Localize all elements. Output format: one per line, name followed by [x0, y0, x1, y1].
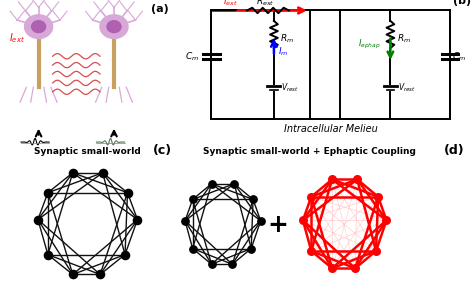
Point [181, 218, 189, 223]
Text: (d): (d) [444, 144, 464, 157]
Point [299, 218, 307, 223]
Text: Synaptic small-world: Synaptic small-world [34, 147, 141, 156]
Text: $R_m$: $R_m$ [397, 33, 411, 45]
Point [189, 197, 196, 202]
Point [249, 197, 257, 202]
Point [328, 177, 336, 182]
Point [208, 181, 215, 186]
Point [121, 252, 129, 257]
Text: Synaptic small-world + Ephaptic Coupling: Synaptic small-world + Ephaptic Coupling [203, 147, 416, 156]
Text: $V_{rest}$: $V_{rest}$ [282, 82, 299, 94]
Point [328, 266, 336, 271]
Point [44, 252, 52, 257]
Circle shape [25, 15, 53, 38]
Point [124, 190, 131, 195]
Text: $C_m$: $C_m$ [452, 50, 466, 63]
Text: (c): (c) [153, 144, 173, 157]
Point [208, 262, 215, 267]
Point [134, 217, 141, 222]
Point [372, 249, 380, 253]
Text: $I_{ext}$: $I_{ext}$ [223, 0, 238, 8]
Point [228, 262, 236, 267]
Point [308, 194, 315, 199]
Point [69, 272, 76, 277]
Point [96, 272, 104, 277]
Point [351, 266, 359, 271]
Point [189, 246, 196, 251]
Point [230, 181, 238, 186]
Circle shape [100, 15, 128, 38]
Point [69, 170, 76, 175]
Text: $I_m$: $I_m$ [278, 45, 289, 58]
Text: $C_m$: $C_m$ [185, 50, 199, 63]
Point [247, 246, 255, 251]
Text: $I_{ephap}$: $I_{ephap}$ [357, 37, 380, 51]
Text: $R_m$: $R_m$ [281, 33, 294, 45]
Text: $R_{ext}$: $R_{ext}$ [255, 0, 274, 8]
Point [34, 217, 42, 222]
Text: $V_{rest}$: $V_{rest}$ [398, 82, 416, 94]
Point [99, 170, 106, 175]
Text: Intracellular Melieu: Intracellular Melieu [284, 124, 377, 134]
Text: $I_{ext}$: $I_{ext}$ [9, 31, 25, 45]
Circle shape [107, 21, 121, 33]
Point [383, 218, 390, 223]
Text: (b): (b) [453, 0, 471, 6]
Text: (a): (a) [151, 4, 168, 15]
Point [374, 194, 382, 199]
Point [257, 218, 264, 223]
Point [354, 177, 361, 182]
Text: +: + [267, 213, 288, 237]
Circle shape [32, 21, 46, 33]
Point [308, 249, 315, 253]
Point [44, 190, 52, 195]
